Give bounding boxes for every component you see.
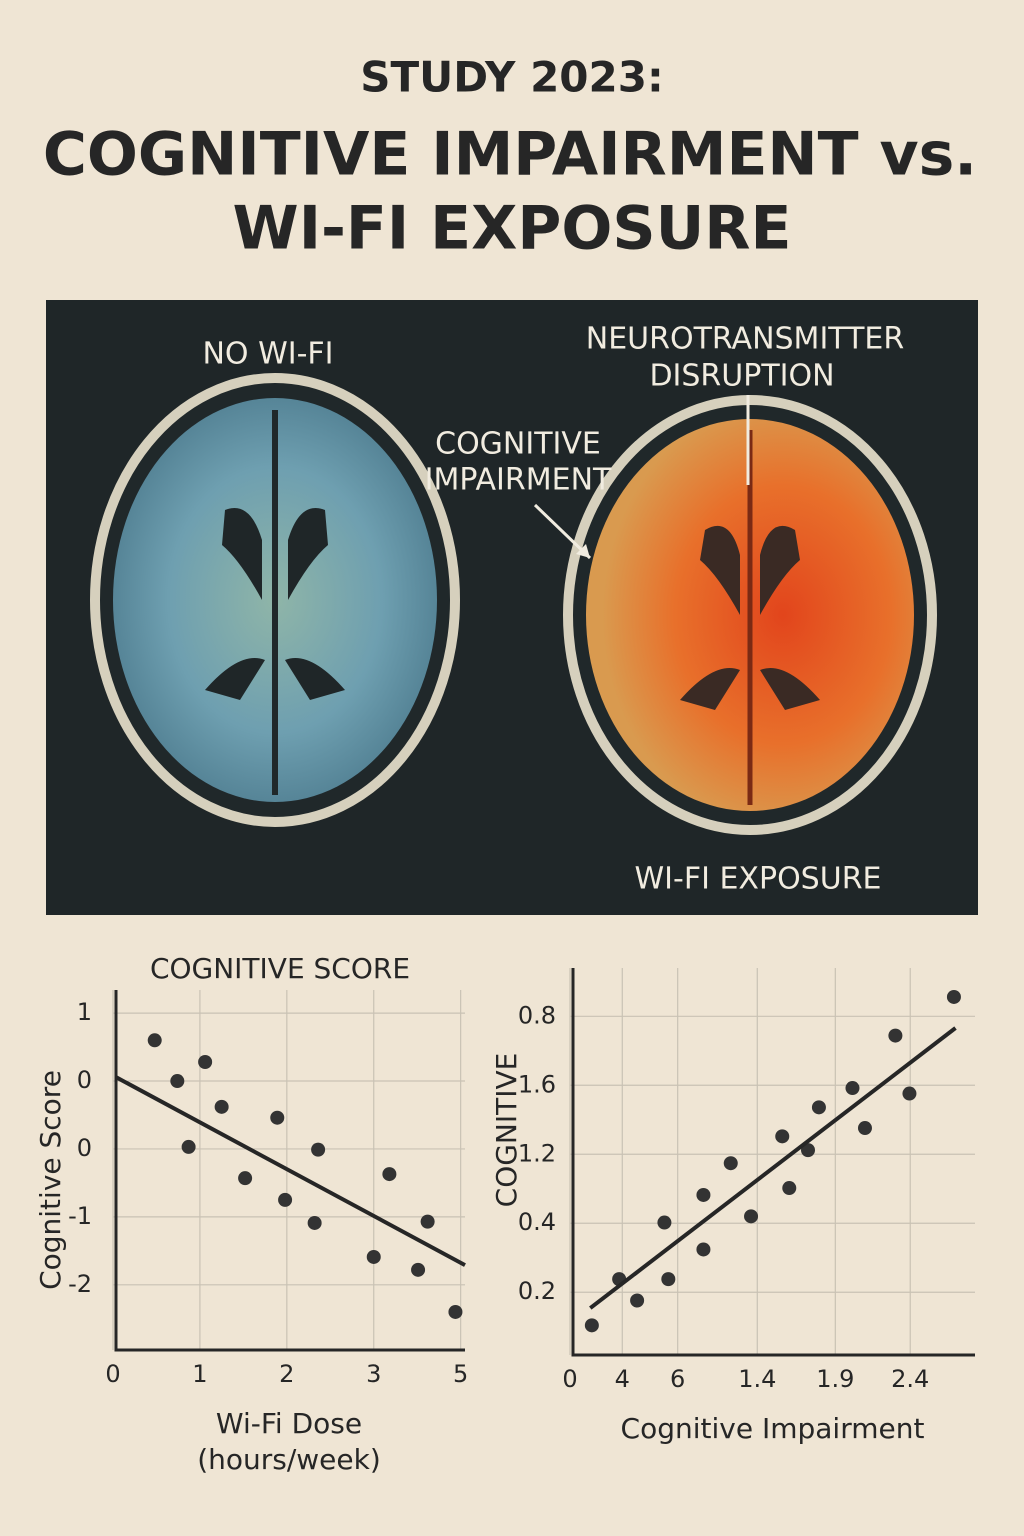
point <box>311 1142 326 1157</box>
point <box>198 1055 213 1069</box>
point <box>811 1100 826 1115</box>
x-tick-label: 0 <box>105 1360 120 1388</box>
point <box>420 1214 435 1229</box>
x-tick-label: 2 <box>279 1360 294 1388</box>
panel-label: NO WI-FI <box>202 337 333 372</box>
point <box>584 1318 599 1333</box>
y-axis-label: Cognitive Score <box>34 1070 67 1290</box>
point <box>630 1293 645 1308</box>
x-tick-label: 1.4 <box>738 1365 776 1393</box>
y-tick-label: 0.4 <box>518 1208 556 1236</box>
point <box>278 1192 293 1207</box>
x-tick-label: 3 <box>366 1360 381 1388</box>
x-axis-label: Cognitive Impairment <box>621 1412 925 1445</box>
point <box>366 1249 381 1264</box>
point <box>657 1215 672 1230</box>
point <box>170 1074 185 1089</box>
point <box>147 1033 162 1048</box>
title-line: STUDY 2023: <box>360 53 664 102</box>
point <box>857 1121 872 1136</box>
x-axis-label: (hours/week) <box>197 1443 381 1476</box>
annotation: NEUROTRANSMITTER <box>586 322 904 357</box>
annotation: IMPAIRMENT <box>425 463 612 498</box>
point <box>902 1086 917 1101</box>
point <box>723 1156 738 1171</box>
point <box>801 1143 816 1158</box>
point <box>775 1129 790 1144</box>
y-tick-label: 0.2 <box>518 1277 556 1305</box>
x-tick-label: 5 <box>453 1360 468 1388</box>
x-tick-label: 1.9 <box>816 1365 854 1393</box>
y-tick-label: 1.6 <box>518 1070 556 1098</box>
title-line: COGNITIVE IMPAIRMENT vs. <box>43 120 977 190</box>
trend-line <box>589 1026 957 1310</box>
point <box>238 1171 253 1186</box>
point <box>888 1028 903 1043</box>
x-tick-label: 6 <box>670 1365 685 1393</box>
point <box>744 1209 759 1224</box>
point <box>845 1081 860 1096</box>
point <box>214 1099 229 1114</box>
axis-line <box>571 968 975 1357</box>
x-tick-label: 1 <box>192 1360 207 1388</box>
y-tick-label: -2 <box>68 1270 92 1298</box>
annotation: DISRUPTION <box>649 359 834 394</box>
annotation: COGNITIVE <box>435 427 601 462</box>
point <box>181 1139 196 1154</box>
brain-panel: NO WI-FI NEUROTRANSMITTER DISRUPTION COG… <box>46 300 978 915</box>
y-tick-label: 0.8 <box>518 1001 556 1029</box>
y-tick-label: 1.2 <box>518 1139 556 1167</box>
ventricles <box>205 508 345 700</box>
panel-label: WI-FI EXPOSURE <box>635 862 882 897</box>
y-tick-label: 1 <box>77 998 92 1026</box>
point <box>448 1304 463 1319</box>
point <box>782 1181 797 1196</box>
point <box>946 989 961 1004</box>
point <box>307 1215 322 1230</box>
point <box>696 1242 711 1257</box>
trend-line <box>114 1075 466 1267</box>
title-line: WI-FI EXPOSURE <box>233 194 792 264</box>
x-tick-label: 2.4 <box>891 1365 929 1393</box>
ventricles <box>680 525 820 710</box>
y-tick-label: 0 <box>77 1066 92 1094</box>
y-axis-label: COGNITIVE <box>490 1053 523 1208</box>
axis-line <box>114 990 465 1352</box>
y-tick-label: 0 <box>77 1134 92 1162</box>
x-tick-label: 4 <box>615 1365 630 1393</box>
x-tick-label: 0 <box>562 1365 577 1393</box>
point <box>661 1272 676 1287</box>
point <box>696 1187 711 1202</box>
chart-title: COGNITIVE SCORE <box>150 952 410 985</box>
y-tick-label: -1 <box>68 1202 92 1230</box>
point <box>411 1262 426 1277</box>
point <box>270 1110 285 1125</box>
x-axis-label: Wi-Fi Dose <box>216 1407 362 1440</box>
arrow-head <box>576 544 590 558</box>
point <box>382 1167 397 1182</box>
